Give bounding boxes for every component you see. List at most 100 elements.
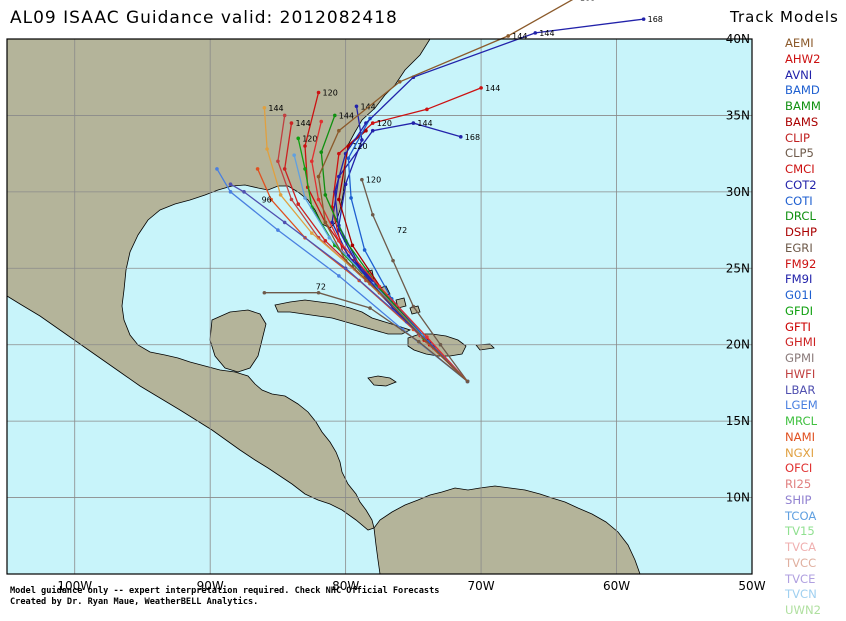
legend-item-ship: SHIP: [785, 492, 812, 507]
forecast-hour-label: 120: [377, 119, 392, 128]
legend-item-clip: CLIP: [785, 130, 810, 145]
track-point: [316, 197, 321, 202]
track-point: [533, 31, 538, 35]
track-point: [282, 220, 287, 225]
track-point: [265, 147, 269, 151]
track-point: [425, 335, 429, 339]
forecast-hour-label: 72: [397, 226, 407, 235]
track-point: [319, 119, 324, 124]
track-point: [346, 156, 351, 161]
track-avni: [334, 18, 644, 382]
legend-item-g01i: G01I: [785, 288, 813, 302]
lon-label: 80W: [332, 579, 359, 593]
track-point: [316, 290, 321, 295]
legend-item-gfti: GFTI: [785, 319, 811, 334]
legend-item-lgem: LGEM: [785, 398, 818, 413]
forecast-hour-label: 144: [295, 119, 310, 128]
track-point: [333, 113, 337, 118]
forecast-hour-label: 144: [268, 104, 283, 113]
legend-item-nami: NAMI: [785, 429, 816, 444]
land-yucatan: [209, 309, 267, 373]
legend-item-avni: AVNI: [785, 67, 813, 82]
longitude-labels: 100W 90W 80W 70W 60W 50W: [57, 579, 765, 593]
legend-item-clp5: CLP5: [785, 146, 814, 161]
track-point: [337, 197, 341, 202]
legend-item-uwn2: UWN2: [785, 603, 821, 617]
lat-label: 15N: [726, 414, 750, 428]
track-point: [303, 196, 307, 200]
track-point: [276, 159, 280, 164]
legend-item-tvca: TVCA: [785, 540, 817, 554]
legend-item-hwfi: HWFI: [785, 366, 816, 381]
legend-item-cmci: CMCI: [785, 162, 815, 176]
lat-label: 25N: [726, 261, 750, 275]
track-point: [269, 197, 273, 202]
track-point: [343, 266, 348, 271]
track-point: [292, 153, 296, 157]
map-title: AL09 ISAAC Guidance valid: 2012082418: [10, 8, 398, 28]
forecast-hour-label: 120: [366, 176, 381, 185]
footer-text: Model guidance only -- expert interpreta…: [10, 586, 439, 607]
track-point: [337, 274, 341, 278]
track-point: [330, 220, 334, 225]
track-point: [323, 193, 328, 197]
track-point: [276, 228, 280, 232]
track-point: [370, 128, 375, 133]
legend-item-gpmi: GPMI: [785, 351, 815, 365]
track-point: [370, 121, 375, 125]
legend-item-ngxi: NGXI: [785, 445, 815, 460]
track-point: [289, 121, 294, 125]
track-point: [303, 144, 307, 148]
track-point: [262, 290, 267, 295]
legend-item-drcl: DRCL: [785, 209, 816, 224]
track-point: [438, 342, 443, 347]
forecast-hour-label: 72: [316, 283, 326, 292]
track-point: [296, 202, 301, 206]
track-point: [349, 196, 353, 200]
track-point: [479, 86, 483, 90]
track-point: [296, 136, 301, 141]
forecast-hour-label: 144: [339, 111, 354, 120]
forecast-hour-label: 168: [648, 15, 663, 24]
track-point: [228, 190, 233, 194]
lat-label: 40N: [726, 32, 750, 46]
track-point: [262, 105, 267, 110]
track-point: [368, 306, 372, 310]
lat-label: 10N: [726, 491, 750, 505]
forecast-hour-label: 144: [417, 119, 432, 128]
forecast-hour-label: 144: [539, 29, 554, 38]
legend-item-ahw2: AHW2: [785, 51, 821, 66]
forecast-hour-label: 120: [302, 134, 317, 143]
forecast-hour-label: 144: [512, 32, 527, 41]
track-point: [309, 159, 314, 164]
track-point: [242, 190, 246, 194]
footer-line-credit: Created by Dr. Ryan Maue, WeatherBELL An…: [10, 596, 259, 607]
track-point: [360, 138, 364, 142]
track-point: [362, 248, 367, 252]
lon-label: 90W: [197, 579, 224, 593]
track-point: [364, 128, 368, 133]
track-point: [228, 182, 233, 187]
forecast-hour-label: 168: [580, 0, 595, 3]
forecast-hour-label: 168: [465, 133, 480, 142]
track-point: [346, 144, 351, 148]
lon-label: 60W: [603, 579, 630, 593]
legend-item-mrcl: MRCL: [785, 414, 818, 428]
legend-item-bamd: BAMD: [785, 83, 820, 98]
track-point: [282, 113, 287, 118]
legend-item-ofci: OFCI: [785, 461, 813, 476]
legend-item-fm9i: FM9I: [785, 272, 813, 287]
track-point: [370, 212, 375, 217]
track-point: [458, 135, 463, 139]
track-point: [354, 104, 359, 109]
track-point: [337, 151, 341, 156]
land-south-america: [373, 485, 641, 574]
track-point: [255, 167, 260, 171]
map-frame: [6, 38, 753, 575]
track-point: [323, 238, 328, 243]
lat-label: 35N: [726, 108, 750, 122]
lon-label: 70W: [468, 579, 495, 593]
land-jamaica: [367, 375, 397, 387]
track-point: [303, 167, 307, 171]
track-lines-outside: 144 168 144 168: [317, 0, 663, 382]
